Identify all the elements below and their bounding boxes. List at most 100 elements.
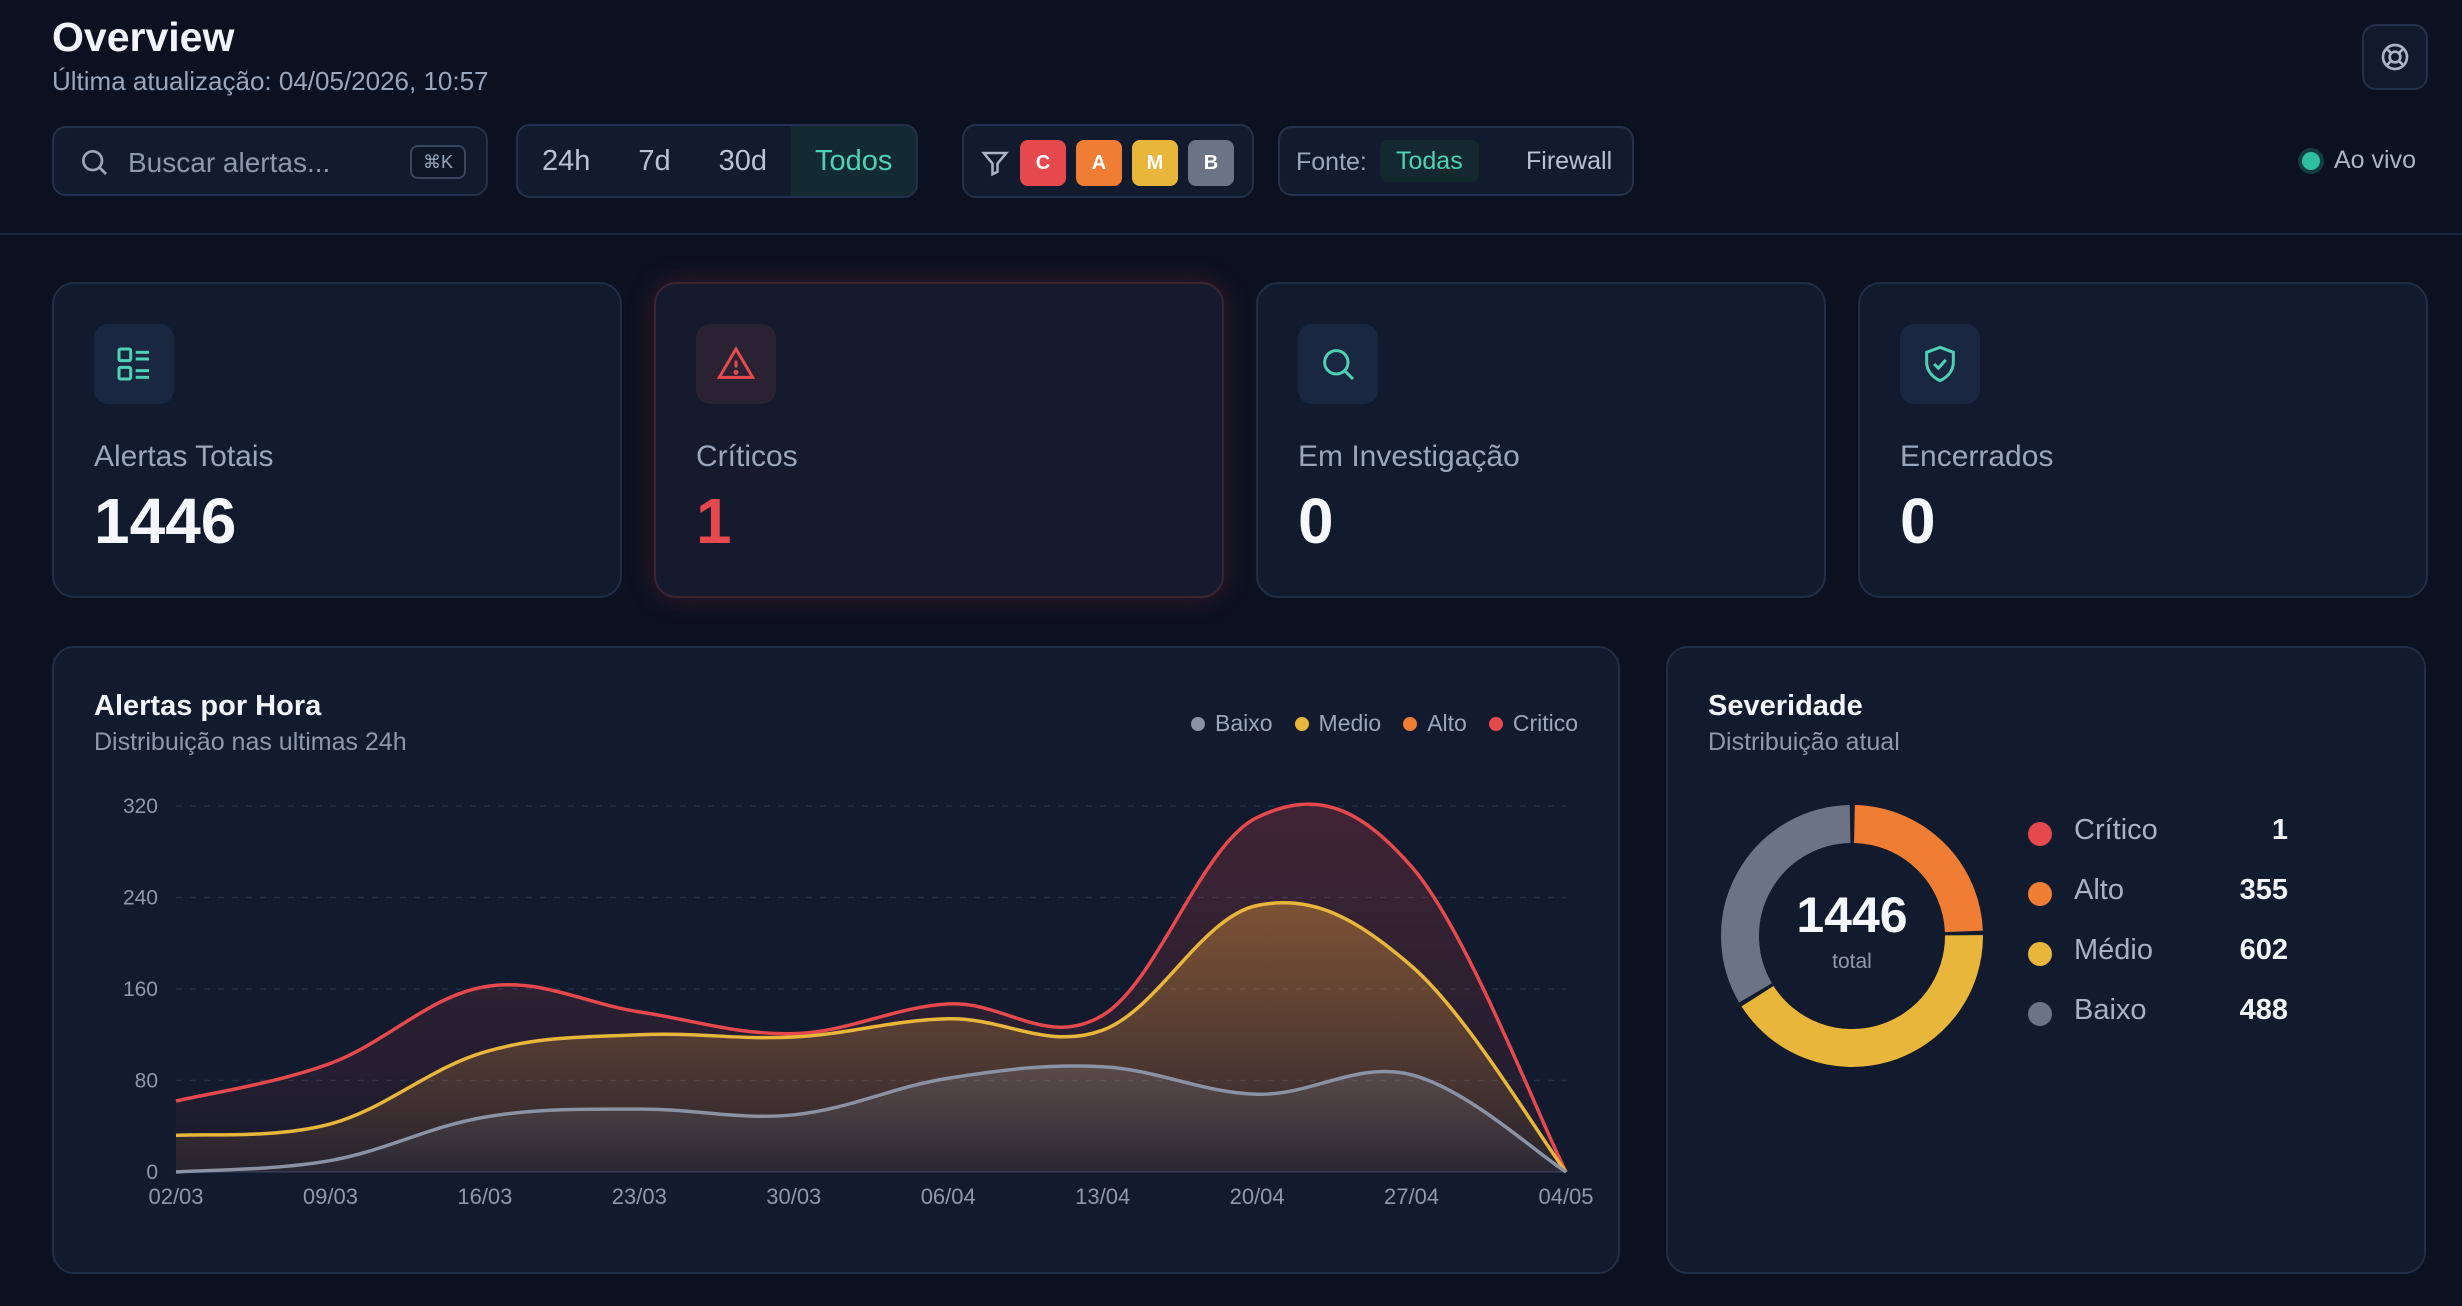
legend-dot-icon — [1488, 716, 1503, 731]
x-tick-label: 02/03 — [148, 1184, 203, 1209]
donut-slice-médio[interactable] — [1741, 934, 1983, 1067]
search-input[interactable] — [126, 142, 390, 184]
chart-legend: Baixo Medio Alto Critico — [1169, 710, 1578, 737]
severity-dot-icon — [2028, 822, 2052, 846]
stat-value: 0 — [1298, 485, 1334, 557]
y-tick-label: 240 — [123, 887, 158, 910]
stat-card-closed[interactable]: Encerrados 0 — [1858, 282, 2428, 598]
severity-count: 488 — [2239, 994, 2288, 1026]
legend-dot-icon — [1403, 716, 1418, 731]
legend-label: Critico — [1512, 710, 1578, 736]
x-tick-label: 30/03 — [766, 1184, 821, 1209]
legend-item[interactable]: Alto — [1403, 710, 1467, 737]
y-tick-label: 160 — [123, 978, 158, 1001]
donut-total-label: total — [1832, 950, 1872, 973]
legend-label: Alto — [1427, 710, 1467, 736]
y-tick-label: 320 — [123, 795, 158, 818]
search-icon — [1323, 349, 1355, 381]
x-tick-label: 09/03 — [303, 1184, 358, 1209]
help-button[interactable] — [2362, 24, 2428, 90]
severity-chip-high[interactable]: A — [1076, 140, 1122, 186]
donut-total-value: 1446 — [1796, 887, 1908, 943]
x-tick-label: 16/03 — [457, 1184, 512, 1209]
severity-name: Crítico — [2074, 814, 2158, 846]
search-icon — [82, 150, 107, 175]
source-filter: Fonte: Todas Firewall — [1278, 126, 1634, 196]
x-tick-label: 27/04 — [1384, 1184, 1439, 1209]
severity-chip-critical[interactable]: C — [1020, 140, 1066, 186]
panel-subtitle: Distribuição nas ultimas 24h — [94, 728, 407, 756]
list-icon — [117, 347, 149, 381]
legend-label: Baixo — [1214, 710, 1273, 736]
search-box: ⌘K — [52, 126, 488, 196]
series-line-critico — [175, 802, 1568, 1173]
stat-icon-box — [1298, 324, 1378, 404]
hourly-alerts-panel: Alertas por Hora Distribuição nas ultima… — [52, 646, 1620, 1274]
live-indicator: Ao vivo — [2302, 146, 2416, 175]
series-line-baixo — [175, 1064, 1567, 1174]
severity-filter: C A M B — [962, 124, 1254, 198]
live-label: Ao vivo — [2334, 146, 2416, 174]
stat-label: Em Investigação — [1298, 440, 1520, 473]
range-7d[interactable]: 7d — [638, 144, 671, 177]
severity-count: 602 — [2239, 934, 2288, 966]
donut-slice-baixo[interactable] — [1721, 805, 1851, 1003]
series-line-medio — [175, 900, 1568, 1174]
stat-value: 1 — [696, 485, 732, 557]
stat-icon-box — [94, 324, 174, 404]
page-title: Overview — [52, 14, 235, 60]
panel-title: Alertas por Hora — [94, 690, 322, 722]
legend-item[interactable]: Critico — [1488, 710, 1578, 737]
severity-dot-icon — [2028, 882, 2052, 906]
x-tick-label: 13/04 — [1075, 1184, 1130, 1209]
source-label: Fonte: — [1296, 148, 1367, 176]
stat-label: Críticos — [696, 440, 798, 473]
severity-row: Crítico 1 — [2028, 812, 2288, 852]
warning-triangle-icon — [716, 346, 756, 379]
source-option-todas[interactable]: Todas — [1380, 140, 1479, 182]
severity-row: Médio 602 — [2028, 932, 2288, 972]
lifebuoy-icon — [2381, 43, 2409, 71]
legend-item[interactable]: Baixo — [1190, 710, 1273, 737]
severity-count: 355 — [2239, 874, 2288, 906]
stat-value: 1446 — [94, 485, 237, 557]
severity-name: Baixo — [2074, 994, 2147, 1026]
donut-slice-alto[interactable] — [1853, 805, 1983, 933]
panel-title: Severidade — [1708, 690, 1863, 722]
severity-panel: Severidade Distribuição atual 1446 total… — [1666, 646, 2426, 1274]
severity-chip-low[interactable]: B — [1188, 140, 1234, 186]
legend-dot-icon — [1294, 716, 1309, 731]
source-option-firewall[interactable]: Firewall — [1526, 146, 1613, 175]
severity-donut-chart — [1721, 805, 1983, 1067]
x-tick-label: 04/05 — [1538, 1184, 1593, 1209]
filter-icon — [981, 151, 1009, 177]
x-tick-label: 20/04 — [1230, 1184, 1285, 1209]
stat-card-total[interactable]: Alertas Totais 1446 — [52, 282, 622, 598]
range-todos[interactable]: Todos — [791, 126, 917, 196]
live-dot-icon — [2302, 151, 2320, 170]
severity-row: Alto 355 — [2028, 872, 2288, 912]
search-shortcut-badge: ⌘K — [410, 145, 466, 179]
severity-count: 1 — [2271, 814, 2288, 846]
range-24h[interactable]: 24h — [542, 144, 591, 177]
stat-value: 0 — [1900, 485, 1936, 557]
y-tick-label: 80 — [135, 1070, 158, 1093]
stat-card-investigating[interactable]: Em Investigação 0 — [1256, 282, 1826, 598]
stat-label: Alertas Totais — [94, 440, 274, 473]
x-tick-label: 06/04 — [921, 1184, 976, 1209]
hourly-area-chart: 0 80 160 240 320 02/03 09/03 16/03 23/03 30/03 06/… — [123, 795, 1594, 1209]
severity-name: Alto — [2074, 874, 2124, 906]
shield-check-icon — [1925, 345, 1955, 383]
severity-row: Baixo 488 — [2028, 992, 2288, 1032]
range-30d[interactable]: 30d — [718, 144, 768, 177]
severity-chip-medium[interactable]: M — [1132, 140, 1178, 186]
severity-dot-icon — [2028, 1002, 2052, 1026]
stat-card-critical[interactable]: Críticos 1 — [654, 282, 1224, 598]
series-area-baixo — [176, 1066, 1566, 1172]
legend-item[interactable]: Medio — [1294, 710, 1382, 737]
stat-label: Encerrados — [1900, 440, 2054, 473]
severity-dot-icon — [2028, 942, 2052, 966]
legend-label: Medio — [1318, 710, 1382, 736]
page-header: Overview Última atualização: 04/05/2026,… — [0, 0, 2462, 235]
severity-name: Médio — [2074, 934, 2153, 966]
